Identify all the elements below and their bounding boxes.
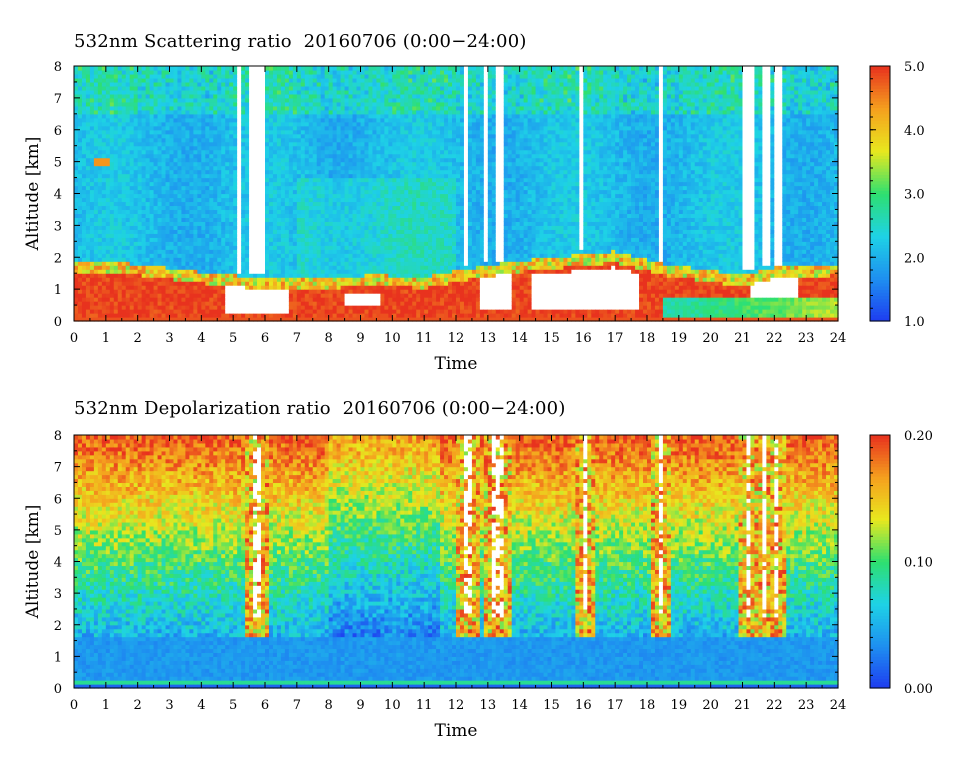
x-tick-label: 9 bbox=[356, 331, 364, 346]
y-tick-label: 3 bbox=[54, 219, 62, 234]
y-axis-label: Altitude [km] bbox=[23, 137, 43, 252]
y-tick-label: 3 bbox=[54, 587, 62, 602]
y-tick-label: 2 bbox=[54, 251, 62, 266]
x-tick-label: 9 bbox=[356, 698, 364, 713]
colorbar bbox=[870, 66, 890, 322]
x-tick-label: 22 bbox=[766, 698, 783, 713]
x-tick-label: 10 bbox=[384, 698, 401, 713]
colorbar bbox=[870, 435, 890, 689]
x-tick-label: 17 bbox=[607, 698, 624, 713]
x-tick-label: 21 bbox=[734, 331, 751, 346]
y-tick-label: 0 bbox=[54, 315, 62, 330]
x-tick-label: 11 bbox=[416, 331, 433, 346]
colorbar-tick-label: 0.10 bbox=[904, 556, 933, 571]
y-tick-label: 1 bbox=[54, 283, 62, 298]
x-tick-label: 24 bbox=[830, 331, 847, 346]
y-tick-label: 0 bbox=[54, 682, 62, 697]
y-tick-label: 7 bbox=[54, 461, 62, 476]
x-tick-label: 10 bbox=[384, 331, 401, 346]
heatmap-field bbox=[74, 66, 839, 322]
y-axis-label: Altitude [km] bbox=[23, 505, 43, 620]
x-tick-label: 5 bbox=[229, 331, 237, 346]
y-tick-label: 2 bbox=[54, 619, 62, 634]
x-tick-label: 13 bbox=[480, 331, 497, 346]
heatmap-field bbox=[74, 435, 839, 689]
x-tick-label: 2 bbox=[134, 331, 142, 346]
x-tick-label: 18 bbox=[639, 698, 656, 713]
x-tick-label: 21 bbox=[734, 698, 751, 713]
x-tick-label: 14 bbox=[511, 331, 528, 346]
x-tick-label: 24 bbox=[830, 698, 847, 713]
x-tick-label: 0 bbox=[70, 698, 78, 713]
scattering-ratio-panel: 532nm Scattering ratio 20160706 (0:00−24… bbox=[23, 31, 925, 374]
colorbar-tick-label: 3.0 bbox=[904, 188, 925, 203]
colorbar-tick-label: 1.0 bbox=[904, 315, 925, 330]
x-tick-label: 23 bbox=[798, 331, 815, 346]
x-tick-label: 0 bbox=[70, 331, 78, 346]
y-tick-label: 8 bbox=[54, 429, 62, 444]
colorbar-tick-label: 0.20 bbox=[904, 429, 933, 444]
x-tick-label: 5 bbox=[229, 698, 237, 713]
x-tick-label: 20 bbox=[702, 331, 719, 346]
x-tick-label: 7 bbox=[293, 331, 301, 346]
x-tick-label: 23 bbox=[798, 698, 815, 713]
x-tick-label: 16 bbox=[575, 698, 592, 713]
y-tick-label: 7 bbox=[54, 92, 62, 107]
colorbar-tick-label: 2.0 bbox=[904, 251, 925, 266]
x-tick-label: 3 bbox=[165, 698, 173, 713]
x-tick-label: 22 bbox=[766, 331, 783, 346]
colorbar-tick-label: 0.00 bbox=[904, 682, 933, 697]
x-tick-label: 19 bbox=[671, 331, 688, 346]
x-tick-label: 16 bbox=[575, 331, 592, 346]
x-tick-label: 8 bbox=[325, 698, 333, 713]
x-tick-label: 20 bbox=[702, 698, 719, 713]
y-tick-label: 4 bbox=[54, 188, 62, 203]
x-tick-label: 17 bbox=[607, 331, 624, 346]
scattering-ratio-title: 532nm Scattering ratio 20160706 (0:00−24… bbox=[74, 31, 527, 52]
x-tick-label: 13 bbox=[480, 698, 497, 713]
x-tick-label: 3 bbox=[165, 331, 173, 346]
depolarization-ratio-title: 532nm Depolarization ratio 20160706 (0:0… bbox=[74, 398, 566, 419]
x-tick-label: 18 bbox=[639, 331, 656, 346]
x-tick-label: 6 bbox=[261, 331, 269, 346]
x-tick-label: 15 bbox=[543, 331, 560, 346]
x-tick-label: 12 bbox=[448, 331, 465, 346]
x-tick-label: 8 bbox=[325, 331, 333, 346]
x-tick-label: 14 bbox=[511, 698, 528, 713]
x-tick-label: 2 bbox=[134, 698, 142, 713]
x-tick-label: 1 bbox=[102, 698, 110, 713]
x-tick-label: 4 bbox=[197, 331, 205, 346]
y-tick-label: 8 bbox=[54, 60, 62, 75]
x-axis-label: Time bbox=[435, 721, 478, 741]
y-tick-label: 6 bbox=[54, 492, 62, 507]
depolarization-ratio-chart: 0 1 2 3 4 5 6 7 8 9 10 11 12 13 14 15 16 17 18 19 20 21 22 23 24… bbox=[23, 429, 933, 741]
x-axis-label: Time bbox=[435, 354, 478, 374]
scattering-ratio-chart: 0 1 2 3 4 5 6 7 8 9 10 11 12 13 14 15 16 17 18 19 20 21 22 23 24… bbox=[23, 60, 925, 374]
y-tick-label: 5 bbox=[54, 524, 62, 539]
x-tick-label: 6 bbox=[261, 698, 269, 713]
x-tick-label: 19 bbox=[671, 698, 688, 713]
colorbar-tick-label: 5.0 bbox=[904, 60, 925, 75]
x-tick-label: 4 bbox=[197, 698, 205, 713]
colorbar-tick-label: 4.0 bbox=[904, 124, 925, 139]
x-tick-label: 11 bbox=[416, 698, 433, 713]
y-tick-label: 6 bbox=[54, 124, 62, 139]
x-tick-label: 1 bbox=[102, 331, 110, 346]
x-tick-label: 12 bbox=[448, 698, 465, 713]
x-tick-label: 15 bbox=[543, 698, 560, 713]
depolarization-ratio-panel: 532nm Depolarization ratio 20160706 (0:0… bbox=[0, 385, 960, 770]
x-tick-label: 7 bbox=[293, 698, 301, 713]
y-tick-label: 5 bbox=[54, 156, 62, 171]
y-tick-label: 4 bbox=[54, 556, 62, 571]
y-tick-label: 1 bbox=[54, 650, 62, 665]
